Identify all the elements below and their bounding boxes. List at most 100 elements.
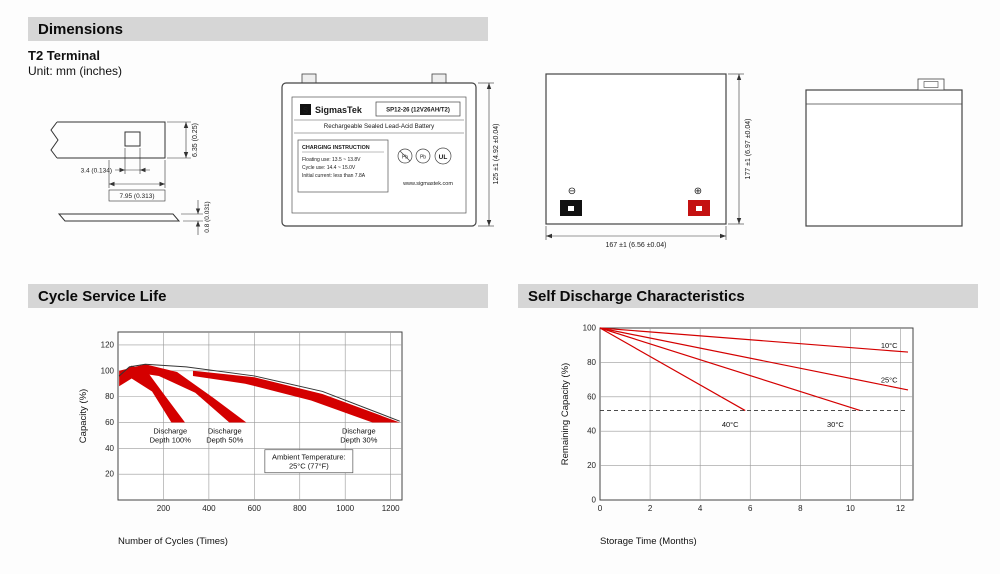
certification-icons: Pb Pb UL [397, 147, 452, 165]
charging-instruction-title: CHARGING INSTRUCTION [302, 145, 370, 151]
pb-label: Pb [402, 155, 408, 161]
svg-text:Discharge: Discharge [208, 427, 242, 436]
arrow-icon [486, 83, 492, 89]
arrow-icon [546, 233, 552, 239]
height-dim-label: 125 ±1 (4.92 ±0.04) [493, 123, 500, 184]
svg-text:40: 40 [587, 427, 596, 436]
battery-top-view-drawing: ⊖ ⊕ 167 ±1 (6.56 ±0.04) 177 ±1 (6.97 ±0.… [545, 73, 752, 249]
svg-text:800: 800 [293, 504, 307, 513]
svg-text:8: 8 [798, 504, 803, 513]
model-number: SP12-26 (12V26AH/T2) [386, 108, 450, 114]
unit-note: Unit: mm (inches) [28, 64, 123, 78]
dimensions-title: Dimensions [38, 20, 124, 38]
dim-0-8-lines [181, 200, 203, 235]
dim-tab-width-label: 7.95 (0.313) [119, 193, 154, 200]
self-discharge-chart: 0 2 4 6 8 10 12 0 20 40 60 80 100 10°C 25°C 40°C 30°C Sto… [555, 316, 955, 552]
terminal-detail-drawing: 6.35 (0.25) 3.4 (0.134) 7.95 (0.313) 0.8… [50, 121, 211, 235]
ul-label: UL [439, 154, 448, 161]
dim-125-lines [478, 82, 494, 227]
depth-dim-label: 177 ±1 (6.97 ±0.04) [745, 118, 752, 179]
svg-text:Depth 100%: Depth 100% [150, 436, 192, 445]
svg-text:200: 200 [157, 504, 171, 513]
svg-text:6: 6 [748, 504, 753, 513]
website-text: www.sigmastek.com [402, 181, 453, 187]
svg-text:20: 20 [105, 470, 114, 479]
svg-text:400: 400 [202, 504, 216, 513]
chart-svg: 200 400 600 800 1000 1200 20 40 60 80 100 120 Discha… [78, 331, 403, 547]
charging-line-2: Cycle use: 14.4 ~ 15.0V [302, 165, 356, 171]
svg-text:2: 2 [648, 504, 653, 513]
dim-7-95-lines [108, 160, 166, 202]
svg-text:10: 10 [846, 504, 855, 513]
self-discharge-title: Self Discharge Characteristics [528, 287, 745, 305]
svg-text:25°C (77°F): 25°C (77°F) [289, 462, 329, 471]
side-terminal [917, 78, 945, 91]
arrow-icon [183, 122, 189, 128]
svg-text:Discharge: Discharge [342, 427, 376, 436]
dim-thickness-label: 0.8 (0.031) [204, 201, 211, 232]
dim-height-label: 6.35 (0.25) [192, 123, 199, 157]
battery-terminals [301, 73, 447, 84]
cycle-service-life-header: Cycle Service Life [28, 284, 488, 308]
arrow-icon [195, 208, 201, 214]
svg-text:Discharge: Discharge [153, 427, 187, 436]
arrow-icon [140, 167, 146, 173]
svg-text:100: 100 [101, 366, 115, 375]
dimensions-section-header: Dimensions [28, 17, 488, 41]
svg-text:10°C: 10°C [881, 341, 898, 350]
svg-text:Storage Time (Months): Storage Time (Months) [600, 536, 697, 547]
side-terminal-detail [923, 81, 939, 88]
terminal-plate-outline [57, 213, 181, 222]
svg-text:20: 20 [587, 461, 596, 470]
negative-symbol: ⊖ [568, 186, 576, 197]
svg-text:120: 120 [101, 340, 115, 349]
width-dim-label: 167 ±1 (6.56 ±0.04) [605, 242, 666, 249]
svg-text:80: 80 [105, 392, 114, 401]
brand-name: SigmasTek [315, 105, 363, 115]
svg-text:Capacity (%): Capacity (%) [78, 389, 89, 443]
svg-text:1200: 1200 [382, 504, 400, 513]
svg-text:40: 40 [105, 444, 114, 453]
positive-terminal-contact [696, 206, 702, 211]
dim-177-lines [728, 73, 744, 225]
svg-text:600: 600 [248, 504, 262, 513]
cycle-service-life-title: Cycle Service Life [38, 287, 167, 305]
positive-symbol: ⊕ [694, 186, 702, 197]
svg-text:100: 100 [583, 324, 597, 333]
svg-text:Depth 30%: Depth 30% [340, 436, 377, 445]
arrow-icon [159, 181, 165, 187]
battery-front-view-drawing: S SigmasTek SP12-26 (12V26AH/T2) Recharg… [281, 73, 500, 227]
svg-text:0: 0 [598, 504, 603, 513]
svg-text:60: 60 [105, 418, 114, 427]
arrow-icon [119, 167, 125, 173]
terminal-type-label: T2 Terminal [28, 48, 101, 63]
svg-text:Number of Cycles (Times): Number of Cycles (Times) [118, 536, 228, 547]
self-discharge-header: Self Discharge Characteristics [518, 284, 978, 308]
pb-icon [415, 148, 431, 164]
svg-text:12: 12 [896, 504, 905, 513]
arrow-icon [195, 221, 201, 227]
arrow-icon [183, 152, 189, 158]
arrow-icon [109, 181, 115, 187]
arrow-icon [486, 220, 492, 226]
battery-type-line: Rechargeable Sealed Lead-Acid Battery [324, 123, 435, 130]
pb-crossed-icon [397, 148, 413, 164]
svg-text:60: 60 [587, 392, 596, 401]
ul-icon [434, 147, 452, 165]
charging-line-1: Floating use: 13.5 ~ 13.8V [302, 157, 361, 163]
svg-text:40°C: 40°C [722, 420, 739, 429]
pb-label: Pb [420, 155, 426, 161]
svg-text:Remaining Capacity (%): Remaining Capacity (%) [560, 363, 571, 465]
terminal-tab-outline [50, 121, 166, 159]
brand-logo-icon [300, 104, 311, 115]
battery-side-view-drawing [805, 78, 963, 227]
svg-text:1000: 1000 [336, 504, 354, 513]
dim-167-lines [545, 226, 727, 240]
svg-text:4: 4 [698, 504, 703, 513]
battery-side-outline [805, 89, 963, 227]
model-box [375, 101, 461, 117]
arrow-icon [736, 74, 742, 80]
negative-terminal-contact [568, 206, 574, 211]
svg-text:30°C: 30°C [827, 420, 844, 429]
